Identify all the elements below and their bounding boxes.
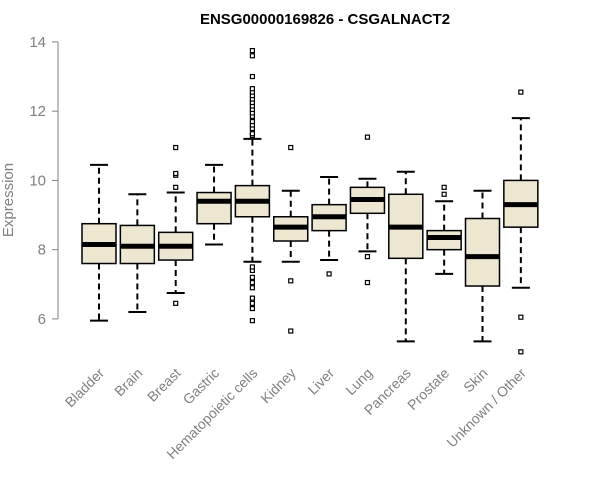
outlier-point	[249, 318, 255, 324]
box-breast	[157, 144, 194, 306]
y-axis-label: Expression	[0, 163, 17, 237]
outlier-point	[249, 300, 255, 306]
outlier-point	[364, 253, 371, 260]
outlier-point	[518, 349, 524, 355]
outlier-point	[249, 295, 255, 301]
iqr-box	[196, 191, 232, 225]
outlier-point	[249, 118, 255, 125]
outlier-point	[249, 305, 255, 312]
x-tick-label: Breast	[144, 365, 184, 405]
box-pancreas	[388, 170, 424, 343]
box-prostate	[426, 184, 462, 275]
outlier-point	[288, 328, 294, 334]
boxes-group	[81, 47, 539, 355]
y-tick-label: 12	[29, 103, 46, 120]
outlier-point	[173, 170, 179, 177]
x-tick-label: Liver	[304, 365, 337, 398]
box-lung	[349, 134, 386, 286]
box-hematopoietic-cells	[234, 47, 271, 324]
outlier-point	[518, 89, 524, 95]
outlier-point	[249, 73, 255, 80]
outlier-point	[249, 86, 255, 92]
outlier-point	[364, 279, 371, 286]
outlier-point	[288, 144, 294, 151]
outlier-point	[249, 131, 255, 137]
x-tick-label: Kidney	[257, 365, 299, 407]
y-tick-label: 10	[29, 172, 46, 189]
outlier-point	[249, 53, 255, 59]
chart-title: ENSG00000169826 - CSGALNACT2	[200, 11, 450, 28]
outlier-point	[173, 300, 179, 306]
box-brain	[119, 193, 156, 313]
x-tick-label: Brain	[111, 365, 145, 399]
iqr-box	[464, 217, 501, 287]
outlier-point	[441, 184, 447, 190]
outlier-point	[173, 184, 179, 190]
x-tick-label: Bladder	[62, 365, 108, 411]
y-tick-label: 14	[29, 34, 46, 51]
outlier-point	[326, 271, 332, 277]
outlier-point	[249, 285, 255, 291]
outlier-point	[249, 279, 255, 286]
y-axis: 6 8 10 12 14	[29, 34, 59, 328]
y-tick-label: 8	[38, 242, 46, 259]
box-kidney	[273, 144, 309, 334]
outlier-point	[518, 314, 524, 320]
x-tick-label: Prostate	[404, 365, 452, 413]
box-gastric	[196, 163, 232, 246]
iqr-box	[426, 229, 462, 251]
box-bladder	[81, 163, 117, 322]
x-tick-label: Skin	[460, 365, 491, 396]
y-tick-label: 6	[38, 311, 46, 328]
x-tick-label: Lung	[342, 365, 375, 398]
outlier-point	[249, 47, 255, 54]
outlier-point	[249, 274, 255, 280]
outlier-point	[364, 134, 371, 140]
outlier-point	[288, 278, 294, 284]
box-skin	[464, 189, 501, 343]
outlier-point	[441, 191, 447, 197]
box-unknown-other	[503, 89, 539, 355]
outlier-point	[249, 264, 255, 270]
box-liver	[311, 175, 347, 277]
outlier-point	[173, 144, 179, 151]
